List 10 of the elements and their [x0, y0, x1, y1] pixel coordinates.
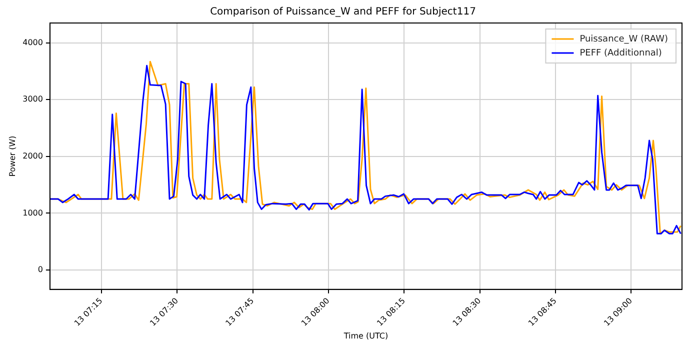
- y-tick-label: 4000: [22, 38, 43, 47]
- legend-label: Puissance_W (RAW): [580, 34, 668, 44]
- y-axis-title: Power (W): [8, 136, 17, 177]
- y-tick-label: 1000: [22, 208, 43, 218]
- y-tick-label: 0: [38, 265, 43, 274]
- legend-label: PEFF (Additionnal): [580, 48, 662, 58]
- y-tick-label: 3000: [22, 94, 43, 104]
- y-tick-label: 2000: [22, 152, 43, 161]
- chart-title: Comparison of Puissance_W and PEFF for Subject117: [210, 6, 476, 18]
- x-axis-title: Time (UTC): [342, 331, 388, 340]
